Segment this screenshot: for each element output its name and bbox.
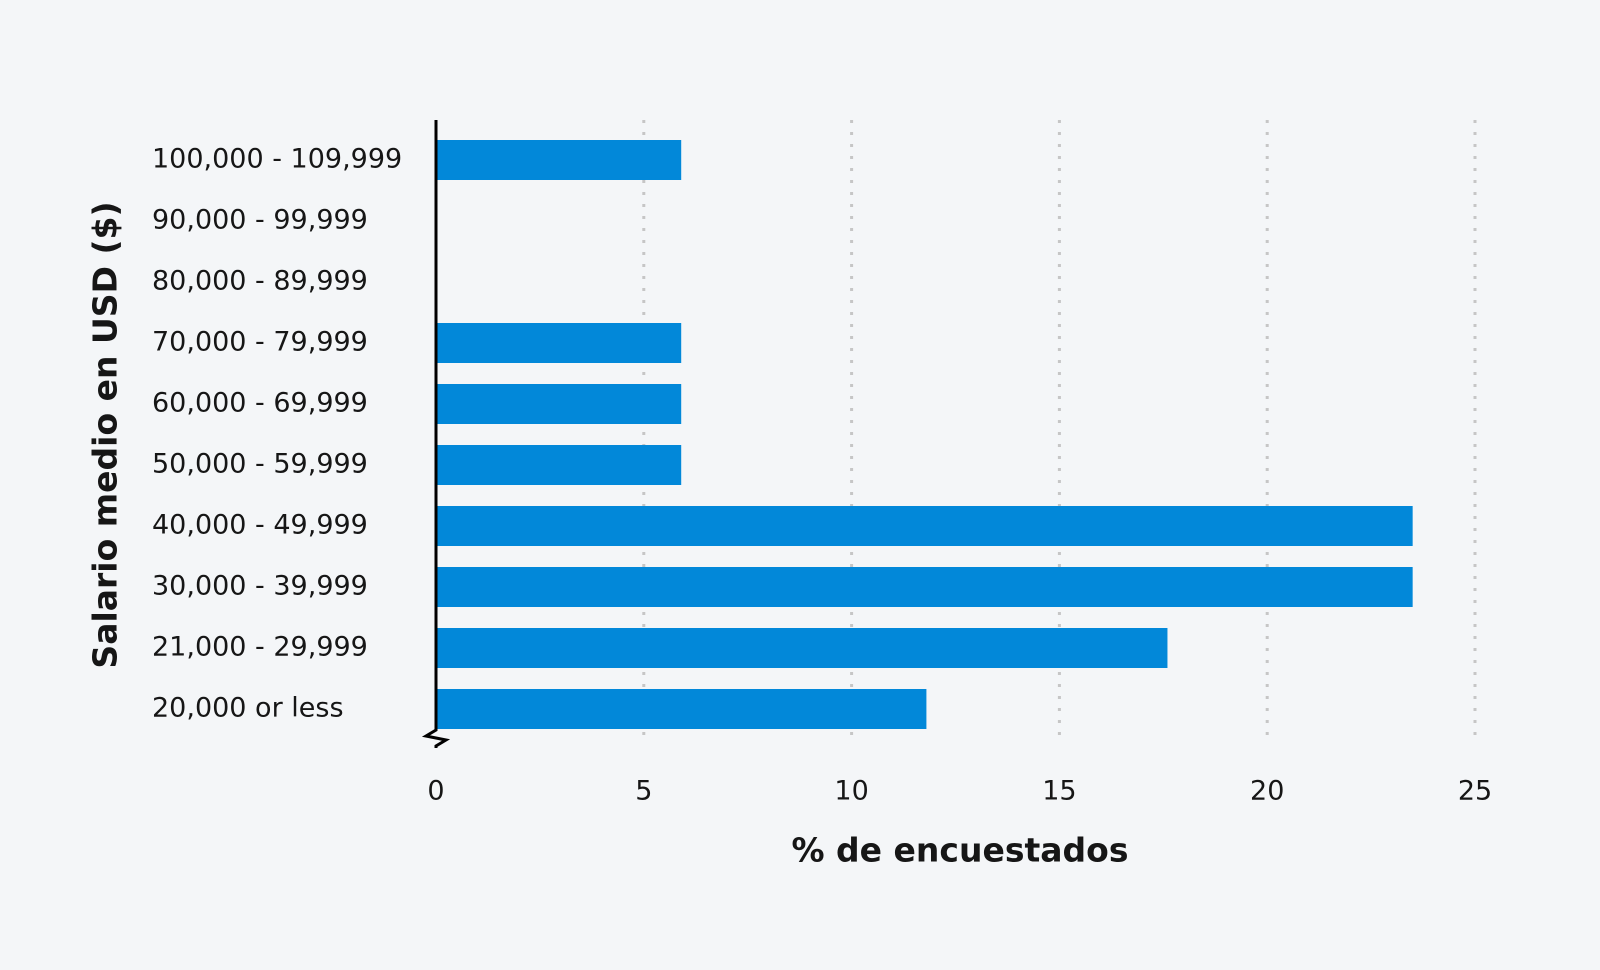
bar (436, 689, 927, 729)
x-axis-title: % de encuestados (792, 831, 1129, 870)
y-tick-label: 21,000 - 29,999 (152, 632, 368, 663)
x-tick-label: 5 (635, 776, 652, 807)
bar (436, 506, 1413, 546)
bar (436, 323, 682, 363)
axis-line (421, 120, 451, 748)
bar (436, 567, 1413, 607)
x-tick-label: 20 (1250, 776, 1284, 807)
y-tick-label: 20,000 or less (152, 693, 344, 724)
x-tick-label: 0 (427, 776, 444, 807)
y-tick-label: 90,000 - 99,999 (152, 205, 368, 236)
bar (436, 140, 682, 180)
x-tick-label: 15 (1042, 776, 1076, 807)
y-tick-label: 70,000 - 79,999 (152, 327, 368, 358)
y-tick-label: 30,000 - 39,999 (152, 571, 368, 602)
y-tick-label: 50,000 - 59,999 (152, 449, 368, 480)
y-tick-label: 100,000 - 109,999 (152, 144, 402, 175)
y-tick-label: 60,000 - 69,999 (152, 388, 368, 419)
x-tick-label: 10 (834, 776, 868, 807)
y-axis-title: Salario medio en USD ($) (86, 201, 125, 668)
bar (436, 445, 682, 485)
x-tick-label: 25 (1458, 776, 1492, 807)
y-tick-label: 80,000 - 89,999 (152, 266, 368, 297)
bar (436, 384, 682, 424)
bar (436, 628, 1168, 668)
y-tick-label: 40,000 - 49,999 (152, 510, 368, 541)
